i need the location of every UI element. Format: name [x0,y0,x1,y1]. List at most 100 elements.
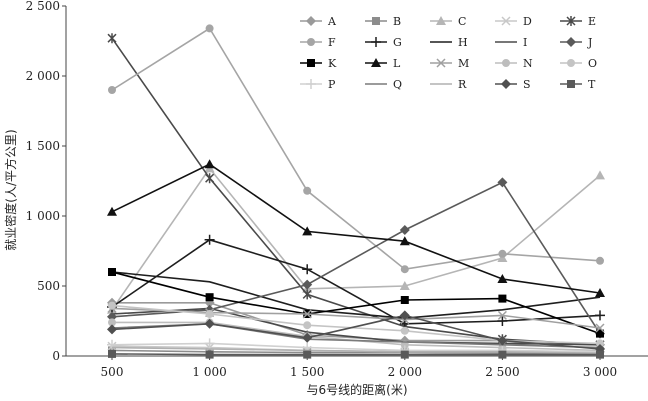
data-point-G [497,316,508,326]
legend-item-C: C [430,15,466,28]
series-line-P [111,342,601,353]
data-point-E [107,33,117,44]
data-point-E [302,289,312,300]
legend-label-T: T [588,78,596,91]
data-point-F [205,24,214,33]
data-point-S [497,335,508,346]
legend-item-I: I [495,36,527,49]
data-point-E [205,173,215,184]
legend-marker-B [372,17,380,25]
legend-label-G: G [393,36,402,49]
data-point-G [595,310,605,321]
y-tick-label: 1 000 [26,209,60,223]
axes: 0 500 1 000 1 500 2 000 2 500 500 1 000 1 500 2 0… [26,0,648,379]
data-point-F [498,249,507,258]
legend-label-F: F [328,36,336,49]
legend-marker-O [567,59,575,67]
data-point-F [400,265,409,274]
series-line-S [111,314,601,350]
data-point-C [595,170,605,180]
legend-item-K: K [300,57,337,70]
data-point-O [596,339,604,348]
data-point-T [596,350,604,359]
legend-item-A: A [300,15,337,28]
legend-item-L: L [365,57,401,70]
legend-label-M: M [458,57,469,70]
legend-label-O: O [588,57,597,70]
series-line-F [111,27,601,271]
legend-marker-K [307,59,315,67]
series-line-K [111,271,601,335]
data-point-T [498,350,507,359]
series-layer [107,24,605,359]
x-tick-label: 500 [101,365,124,379]
data-point-S [107,324,117,335]
data-point-S [399,310,410,321]
x-tick-label: 3 000 [583,365,617,379]
legend-item-P: P [300,78,336,91]
data-point-T [400,350,409,359]
data-point-L [595,288,605,297]
data-point-L [204,159,215,169]
y-tick-label: 0 [52,349,60,363]
data-point-F [596,256,604,265]
legend-marker-L [371,58,381,67]
data-point-K [400,296,409,304]
data-point-O [303,321,312,330]
legend-label-L: L [393,57,401,70]
legend-item-F: F [300,36,336,49]
legend-label-J: J [587,36,592,49]
x-tick-label: 1 500 [290,365,324,379]
legend-item-H: H [430,36,468,49]
x-tick-label: 2 500 [485,365,519,379]
legend-marker-G [371,37,381,47]
legend-item-Q: Q [365,78,402,91]
data-point-C [399,281,410,290]
data-point-F [108,86,116,94]
data-point-K [205,293,214,302]
data-point-L [302,226,313,236]
series-L [107,159,605,297]
data-point-T [303,350,312,359]
legend-label-D: D [523,15,532,28]
legend-item-T: T [560,78,596,91]
legend-item-N: N [495,57,533,70]
legend-item-G: G [365,36,402,49]
data-point-N [108,318,116,327]
legend-label-S: S [523,78,531,91]
data-point-L [399,236,410,246]
legend-marker-T [567,80,575,88]
legend-label-P: P [328,78,336,91]
y-tick-label: 1 500 [26,139,60,153]
data-point-J [399,225,410,235]
legend-marker-D [501,16,511,26]
series-line-L [111,163,601,294]
legend-item-E: E [560,15,596,28]
legend-marker-N [502,59,510,67]
data-point-J [497,177,508,188]
series-C [107,163,605,314]
y-tick-label: 2 000 [26,69,60,83]
legend-label-N: N [523,57,533,70]
series-line-B [111,349,600,355]
legend-marker-P [306,79,316,89]
series-R [111,346,601,354]
legend-item-S: S [495,78,531,91]
series-line-O [111,304,601,345]
data-point-K [108,268,116,276]
x-tick-label: 2 000 [388,365,422,379]
legend-label-A: A [327,15,337,28]
data-point-S [204,318,215,329]
legend-marker-C [436,16,446,25]
y-axis-title: 就业密度(人/平方公里) [3,129,18,250]
legend-marker-J [566,37,576,47]
series-line-T [111,353,600,356]
legend-marker-M [436,58,446,68]
series-line-I [111,307,601,346]
data-point-P [204,338,215,349]
legend-label-K: K [328,57,337,70]
legend-item-D: D [495,15,532,28]
legend-label-H: H [458,36,468,49]
data-point-M [497,310,507,320]
y-tick-label: 500 [37,279,60,293]
